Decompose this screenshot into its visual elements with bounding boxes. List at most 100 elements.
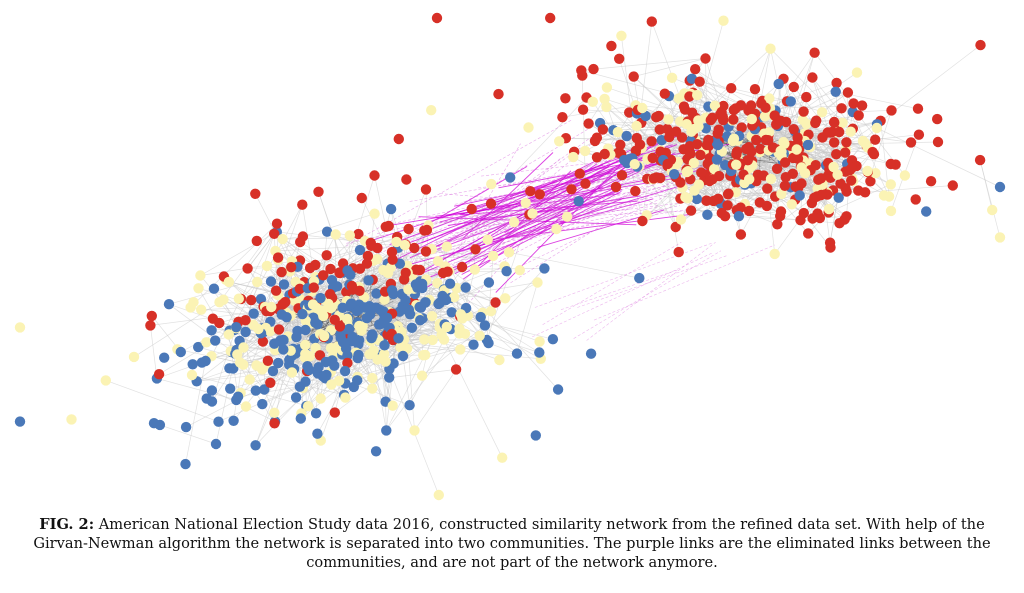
network-node [824, 237, 836, 248]
eliminated-link [510, 144, 673, 197]
network-node [195, 270, 206, 281]
network-node [716, 207, 727, 219]
network-node [483, 337, 494, 349]
network-node [615, 139, 626, 150]
network-node [240, 401, 252, 412]
network-node [175, 346, 186, 358]
network-node [765, 173, 777, 185]
network-node [647, 152, 658, 164]
network-node [776, 188, 787, 200]
figure-label: FIG. 2: [39, 516, 95, 533]
network-node [814, 212, 826, 224]
eliminated-link [477, 208, 691, 245]
network-node [833, 192, 844, 203]
network-node [356, 192, 367, 204]
network-node [576, 65, 587, 76]
network-node [466, 203, 477, 215]
network-node [232, 391, 244, 402]
network-node [416, 370, 428, 381]
network-node [329, 407, 340, 418]
network-node [839, 214, 850, 225]
network-node [412, 282, 423, 293]
network-node [418, 350, 429, 361]
network-edge [318, 191, 344, 264]
network-edge [396, 213, 533, 243]
network-edge [133, 299, 224, 358]
network-node [307, 299, 319, 310]
network-node [624, 107, 635, 118]
network-node [692, 89, 703, 101]
eliminated-link [510, 177, 677, 284]
network-node [690, 63, 701, 75]
network-node [187, 359, 198, 370]
network-node [252, 276, 263, 288]
network-node [702, 209, 713, 220]
network-node [712, 139, 724, 151]
network-node [201, 337, 212, 348]
eliminated-link [489, 163, 686, 267]
figure-caption-text: American National Election Study data 20… [33, 516, 991, 571]
network-node [483, 277, 495, 288]
network-node [250, 440, 261, 451]
network-node [836, 103, 847, 114]
network-node [798, 207, 809, 219]
network-node [709, 100, 721, 111]
network-node [846, 162, 857, 174]
network-edge [260, 333, 306, 382]
network-node [846, 175, 857, 186]
network-node [772, 219, 783, 230]
network-node [421, 224, 433, 236]
network-node [560, 93, 571, 104]
network-node [684, 91, 695, 102]
network-node [246, 294, 257, 306]
network-node [459, 328, 471, 339]
network-node [689, 185, 700, 196]
network-node [432, 277, 443, 289]
network-node [587, 96, 598, 108]
network-node [420, 297, 431, 308]
network-node [420, 246, 432, 257]
network-node [831, 149, 842, 160]
network-node [214, 297, 225, 308]
network-node [775, 206, 787, 217]
eliminated-link [532, 252, 713, 338]
eliminated-link [454, 155, 694, 207]
network-node [670, 221, 681, 233]
network-node [128, 351, 140, 363]
network-node [583, 118, 594, 129]
network-node [334, 267, 345, 279]
network-edge [168, 303, 236, 354]
network-node [693, 115, 704, 126]
network-node [286, 262, 297, 273]
network-node [730, 103, 741, 114]
eliminated-link [487, 213, 693, 241]
network-edge [190, 223, 278, 308]
network-edge [699, 81, 791, 102]
network-node [436, 329, 447, 341]
network-node [552, 384, 564, 395]
network-node [534, 347, 545, 358]
network-node [395, 342, 406, 353]
network-node [300, 348, 311, 360]
network-node [619, 154, 630, 166]
eliminated-link [390, 155, 649, 255]
network-node [331, 281, 343, 292]
network-node [455, 309, 466, 320]
network-node [468, 339, 479, 350]
eliminated-link [416, 147, 624, 255]
network-node [637, 215, 648, 227]
network-node [272, 252, 284, 263]
network-edge [581, 75, 586, 184]
network-edge [219, 223, 278, 303]
network-node [232, 349, 243, 360]
network-node [688, 157, 700, 169]
network-node [300, 324, 311, 336]
network-node [824, 127, 836, 138]
network-node [523, 122, 534, 133]
eliminated-link [424, 158, 638, 257]
network-node [240, 315, 251, 326]
network-node [681, 119, 692, 130]
network-node [731, 149, 742, 160]
network-node [764, 93, 775, 104]
network-node [831, 77, 842, 89]
